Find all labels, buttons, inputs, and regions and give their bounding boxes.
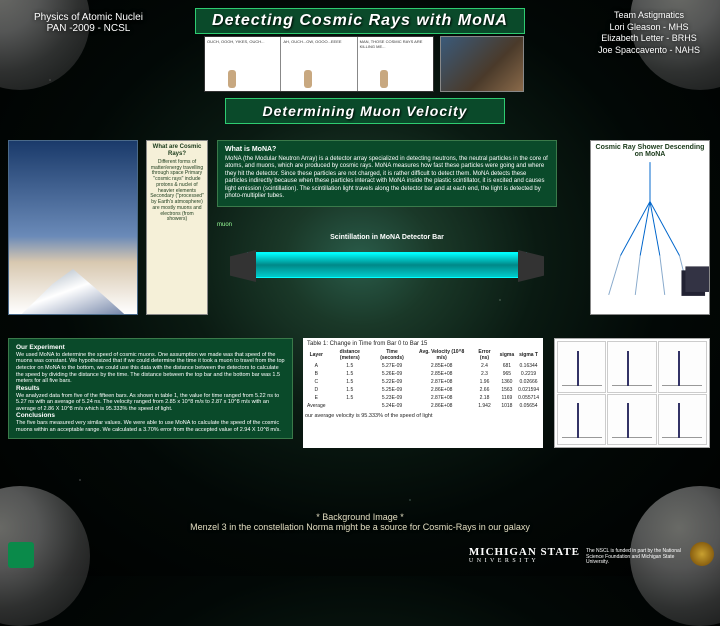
funding-text: The NSCL is funded in part by the Nation… (586, 549, 686, 566)
table-row: A1.55.27E-092.85E+082.46810.16344 (305, 362, 541, 370)
team-member: Lori Gleason - MHS (598, 22, 700, 34)
exp-h1: Our Experiment (16, 344, 285, 352)
what-body: Different forms of matter/energy travell… (150, 159, 204, 223)
scintillation-diagram: muon Scintillation in MoNA Detector Bar (217, 222, 557, 308)
header-left-line2: PAN -2009 - NCSL (34, 23, 143, 34)
table-header: Avg. Velocity (10^8 m/s) (412, 348, 471, 362)
background-credit: * Background Image * Menzel 3 in the con… (0, 512, 720, 532)
what-are-cosmic-rays-box: What are Cosmic Rays? Different forms of… (146, 140, 208, 315)
spectra-panels (554, 338, 710, 448)
table-header: Error (ns) (471, 348, 497, 362)
team-name: Team Astigmatics (598, 10, 700, 22)
shower-caption: Cosmic Ray Shower Descending on MoNA (591, 141, 709, 161)
table-row: B1.55.26E-092.85E+082.39650.2219 (305, 370, 541, 378)
msu-line2: U N I V E R S I T Y (469, 558, 580, 564)
cosmic-ray-illustration (8, 140, 138, 315)
muon-label: muon (217, 222, 232, 228)
detector-bar-graphic (247, 252, 527, 278)
mona-heading: What is MoNA? (225, 146, 549, 155)
table-header: Layer (305, 348, 328, 362)
table-header: Time (seconds) (372, 348, 412, 362)
header-left: Physics of Atomic Nuclei PAN -2009 - NCS… (34, 12, 143, 34)
credit-l1: * Background Image * (0, 512, 720, 522)
msu-line1: MICHIGAN STATE (469, 546, 580, 558)
table-row: Average5.24E-092.86E+081.94210180.05654 (305, 402, 541, 410)
header-right: Team Astigmatics Lori Gleason - MHS Eliz… (598, 10, 700, 57)
nscl-badge-icon (8, 542, 34, 568)
cosmic-shower-box: Cosmic Ray Shower Descending on MoNA (590, 140, 710, 315)
msu-logo: MICHIGAN STATE U N I V E R S I T Y (469, 546, 580, 564)
main-title: Detecting Cosmic Rays with MoNA (195, 8, 525, 34)
comic-strip: OUCH, OOOH, YIKES, OUCH...AH, OUCH...OW,… (204, 36, 434, 92)
team-member: Elizabeth Letter - BRHS (598, 33, 700, 45)
team-photo (440, 36, 524, 92)
what-heading: What are Cosmic Rays? (150, 144, 204, 158)
shower-diagram (591, 161, 709, 301)
table-caption: Table 1: Change in Time from Bar 0 to Ba… (305, 340, 541, 348)
footer: MICHIGAN STATE U N I V E R S I T Y The N… (0, 536, 720, 572)
exp-p3: The five bars measured very similar valu… (16, 420, 281, 433)
exp-h3: Conclusions (16, 412, 285, 420)
scint-title: Scintillation in MoNA Detector Bar (217, 234, 557, 241)
credit-l2: Menzel 3 in the constellation Norma migh… (0, 522, 720, 532)
team-member: Joe Spaccavento - NAHS (598, 45, 700, 57)
exp-h2: Results (16, 385, 285, 393)
table-row: C1.55.22E-092.87E+081.9613600.02666 (305, 378, 541, 386)
what-is-mona-box: What is MoNA? MoNA (the Modular Neutron … (217, 140, 557, 207)
experiment-box: Our Experiment We used MoNA to determine… (8, 338, 293, 439)
subtitle: Determining Muon Velocity (225, 98, 505, 124)
table-row: D1.55.25E-092.86E+082.6615630.021594 (305, 386, 541, 394)
seal-icon (690, 542, 714, 566)
data-table: Table 1: Change in Time from Bar 0 to Ba… (303, 338, 543, 448)
table-header: sigma T (516, 348, 541, 362)
header-left-line1: Physics of Atomic Nuclei (34, 12, 143, 23)
table-header: sigma (498, 348, 516, 362)
table-header: distance (meters) (328, 348, 372, 362)
exp-p1: We used MoNA to determine the speed of c… (16, 352, 285, 384)
mona-body: MoNA (the Modular Neutron Array) is a de… (225, 156, 548, 200)
table-row: E1.55.23E-092.87E+082.1811690.055714 (305, 394, 541, 402)
exp-p2: We analyzed data from five of the fiftee… (16, 393, 279, 412)
table-footer: our average velocity is 95.333% of the s… (305, 410, 541, 419)
